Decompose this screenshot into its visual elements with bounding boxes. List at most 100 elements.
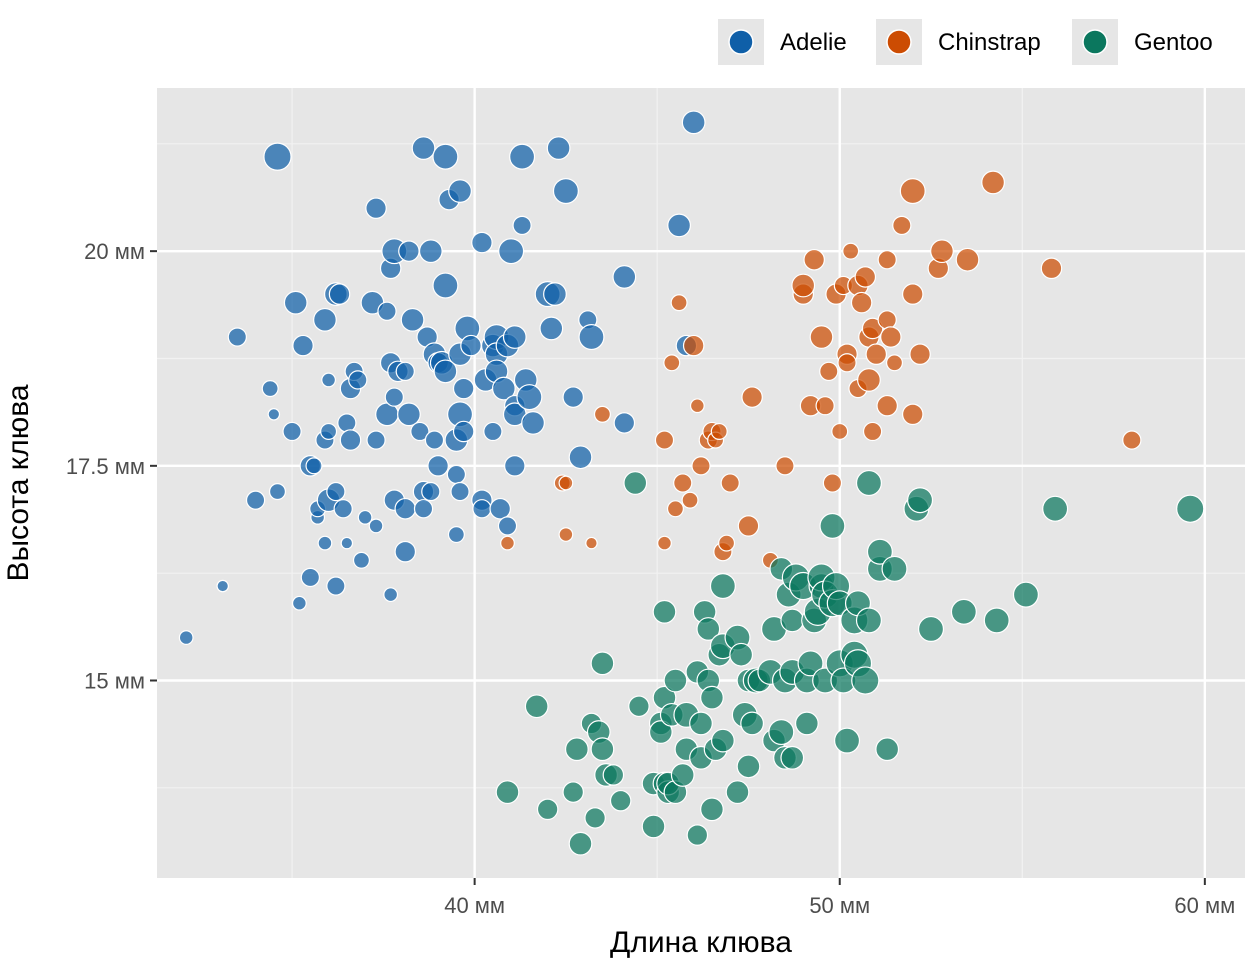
data-points	[178, 110, 1205, 856]
data-point	[670, 763, 695, 787]
data-point	[498, 238, 525, 265]
data-point	[780, 608, 805, 633]
legend-item-chinstrap: Chinstrap	[876, 19, 1041, 65]
data-point	[584, 807, 606, 829]
data-point	[855, 607, 882, 634]
data-point	[652, 599, 677, 624]
data-point	[471, 231, 493, 254]
data-point	[780, 745, 805, 770]
data-point	[670, 294, 688, 312]
data-point	[855, 469, 882, 497]
data-point	[178, 630, 194, 645]
data-point	[448, 179, 472, 203]
data-point	[737, 515, 760, 537]
data-point	[892, 215, 912, 236]
x-tick-label: 50 мм	[809, 893, 870, 918]
data-point	[682, 334, 705, 357]
data-point	[268, 483, 287, 501]
data-point	[500, 535, 515, 551]
x-axis-title: Длина клюва	[610, 926, 792, 959]
data-point	[725, 780, 750, 805]
data-point	[689, 398, 705, 414]
data-point	[657, 535, 672, 551]
data-point	[729, 642, 754, 667]
legend-item-gentoo: Gentoo	[1072, 19, 1213, 65]
data-point	[720, 473, 740, 493]
data-point	[861, 317, 884, 340]
data-point	[880, 326, 902, 348]
series-gentoo	[495, 469, 1205, 856]
data-point	[1042, 495, 1069, 522]
data-point	[413, 499, 434, 519]
legend-label: Adelie	[780, 29, 847, 56]
data-point	[809, 325, 834, 349]
data-point	[718, 534, 736, 552]
data-point	[590, 651, 615, 676]
data-point	[398, 240, 420, 262]
data-point	[400, 307, 425, 332]
data-point	[562, 781, 584, 803]
data-point	[885, 354, 904, 372]
data-point	[521, 410, 545, 435]
data-point	[427, 455, 449, 477]
data-point	[552, 178, 579, 205]
data-point	[696, 617, 721, 641]
data-point	[628, 695, 650, 718]
data-point	[216, 579, 229, 593]
data-point	[907, 487, 934, 514]
data-point	[983, 607, 1010, 634]
data-point	[700, 685, 724, 710]
data-point	[368, 518, 384, 534]
data-point	[411, 136, 436, 161]
data-point	[446, 464, 467, 485]
legend-item-adelie: Adelie	[718, 19, 847, 65]
data-point	[489, 497, 511, 520]
data-point	[452, 377, 475, 400]
data-point	[227, 327, 247, 347]
data-point	[710, 422, 728, 441]
data-point	[663, 668, 688, 693]
data-point	[291, 595, 307, 611]
data-point	[397, 402, 421, 427]
data-point	[516, 384, 543, 411]
x-tick-label: 40 мм	[444, 893, 505, 918]
data-point	[740, 711, 765, 736]
data-point	[1012, 581, 1039, 608]
data-point	[568, 831, 593, 856]
data-point	[700, 797, 724, 822]
data-point	[263, 142, 292, 171]
data-point	[326, 576, 346, 596]
data-point	[673, 473, 693, 493]
data-point	[850, 291, 873, 314]
data-point	[300, 567, 320, 588]
data-point	[681, 110, 706, 135]
data-point	[741, 386, 763, 408]
data-point	[866, 538, 893, 565]
x-tick-label: 60 мм	[1174, 893, 1235, 918]
data-point	[546, 136, 571, 161]
data-point	[648, 720, 673, 744]
data-point	[282, 421, 302, 442]
data-point	[877, 250, 897, 270]
data-point	[418, 239, 443, 264]
data-point	[791, 273, 816, 298]
legend-swatch	[728, 29, 754, 55]
data-point	[593, 405, 611, 423]
data-point	[794, 711, 819, 736]
data-point	[433, 359, 458, 384]
data-point	[352, 551, 370, 569]
data-point	[497, 516, 518, 536]
data-point	[245, 490, 266, 510]
data-point	[460, 334, 482, 357]
data-point	[837, 353, 857, 373]
data-point	[447, 525, 465, 544]
data-point	[663, 354, 681, 372]
data-point	[558, 475, 574, 491]
data-point	[981, 170, 1005, 195]
data-point	[384, 387, 404, 407]
data-point	[395, 361, 415, 382]
data-point	[955, 247, 980, 272]
data-point	[901, 283, 924, 305]
data-point	[564, 737, 589, 762]
data-point	[831, 422, 849, 441]
